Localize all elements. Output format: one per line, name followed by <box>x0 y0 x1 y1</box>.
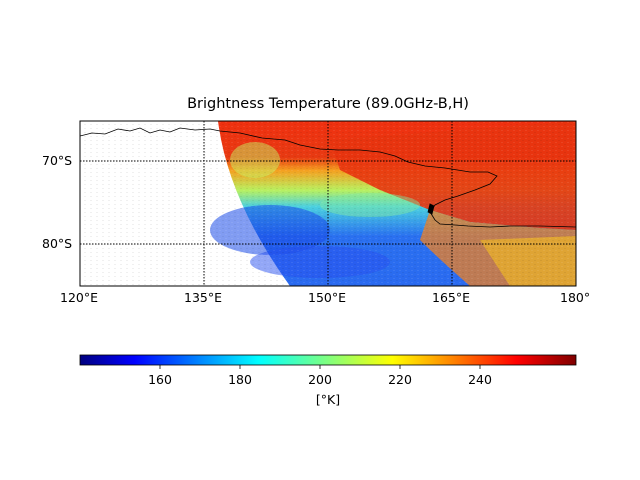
colorbar <box>79 354 577 366</box>
brightness-temperature-swath <box>80 121 576 286</box>
colorbar-tick-200: 200 <box>308 372 332 387</box>
coastline <box>80 127 576 228</box>
colorbar-unit-label: [°K] <box>315 392 341 407</box>
lat-label-70s: 70°S <box>42 153 73 168</box>
colorbar-tick-240: 240 <box>468 372 492 387</box>
lat-label-80s: 80°S <box>42 236 73 251</box>
lon-label-120e: 120°E <box>60 290 99 305</box>
gridlines <box>80 121 576 286</box>
lon-label-165e: 165°E <box>432 290 471 305</box>
colorbar-tick-220: 220 <box>388 372 412 387</box>
map-frame <box>79 120 577 287</box>
lon-label-135e: 135°E <box>184 290 223 305</box>
plot-title: Brightness Temperature (89.0GHz-B,H) <box>187 96 469 112</box>
colorbar-tick-marks <box>159 365 481 369</box>
colorbar-tick-180: 180 <box>228 372 252 387</box>
colorbar-tick-160: 160 <box>148 372 172 387</box>
lon-label-150e: 150°E <box>308 290 347 305</box>
lon-label-180: 180° <box>560 290 591 305</box>
